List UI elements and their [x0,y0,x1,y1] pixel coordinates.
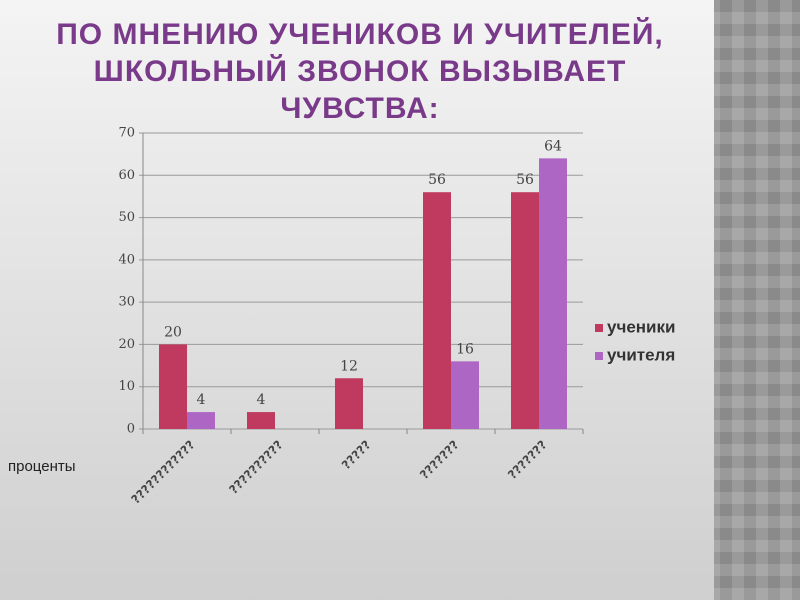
bar [335,378,363,429]
bar [187,412,215,429]
value-label: 16 [456,341,474,357]
value-label: 56 [428,172,446,188]
value-label: 4 [197,392,206,408]
y-axis-label: проценты [8,458,76,475]
value-label: 12 [340,358,358,374]
bar [247,412,275,429]
bar [539,158,567,429]
y-tick-label: 40 [118,252,135,267]
legend-swatch [595,352,603,360]
legend-label: учителя [607,345,675,364]
value-label: 4 [257,392,266,408]
side-strip [714,0,800,600]
y-tick-label: 20 [118,337,135,352]
y-tick-label: 70 [118,126,135,141]
y-tick-label: 30 [118,295,135,310]
legend-swatch [595,324,603,332]
y-tick-label: 60 [118,168,135,183]
title-line: ПО МНЕНИЮ УЧЕНИКОВ И УЧИТЕЛЕЙ, [56,17,664,51]
bar [451,361,479,429]
legend-label: ученики [607,317,675,336]
y-tick-label: 50 [118,210,135,225]
bar [159,344,187,429]
title-line: ЧУВСТВА: [280,92,439,125]
title-line: ШКОЛЬНЫЙ ЗВОНОК ВЫЗЫВАЕТ [94,54,627,88]
value-label: 56 [516,172,534,188]
y-tick-label: 0 [127,422,135,437]
bar [423,192,451,429]
y-tick-label: 10 [118,379,135,394]
bar [511,192,539,429]
value-label: 20 [164,324,182,340]
value-label: 64 [544,138,562,154]
